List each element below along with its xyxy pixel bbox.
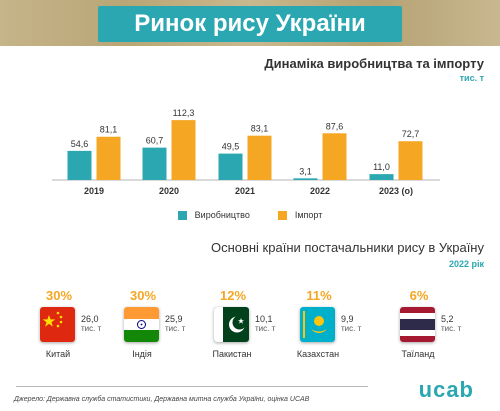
bar-import-0 (96, 136, 121, 180)
suppliers-title: Основні країни постачальники рису в Укра… (210, 240, 484, 255)
country-amount: 5,2 тис. т (441, 314, 461, 334)
legend-label-import: Імпорт (294, 210, 323, 220)
country-percent: 12% (219, 288, 247, 303)
bar-production-4 (369, 174, 394, 180)
bar-production-2 (218, 153, 243, 180)
country-percent: 30% (45, 288, 73, 303)
bar-production-0 (67, 150, 92, 180)
country-card-india: 30% 25,9 тис. т Індія (120, 288, 220, 370)
country-card-kazakhstan: 11% 9,9 тис. т Казахстан (296, 288, 396, 370)
country-amount: 10,1 тис. т (255, 314, 275, 334)
x-tick-label-0: 2019 (84, 186, 104, 196)
data-label-import-3: 87,6 (326, 121, 344, 131)
bar-import-1 (171, 120, 196, 180)
country-amount-value: 26,0 (81, 314, 99, 324)
country-percent: 11% (306, 288, 332, 303)
country-name: Казахстан (296, 349, 340, 359)
legend-item-production: Виробництво (177, 210, 250, 220)
chart-title: Динаміка виробництва та імпорту (264, 56, 484, 71)
thailand-flag-icon (400, 307, 435, 342)
country-name: Індія (132, 349, 152, 359)
country-amount: 26,0 тис. т (81, 314, 101, 334)
data-label-production-0: 54,6 (71, 139, 89, 149)
data-label-import-4: 72,7 (402, 129, 420, 139)
bar-production-3 (293, 178, 318, 180)
data-label-production-4: 11,0 (373, 162, 390, 172)
data-label-production-2: 49,5 (222, 142, 240, 152)
footer-divider (16, 386, 368, 387)
data-label-import-1: 112,3 (173, 108, 195, 118)
country-amount-unit: тис. т (81, 324, 102, 333)
country-percent: 6% (409, 288, 429, 303)
country-amount-unit: тис. т (341, 324, 362, 333)
data-label-import-2: 83,1 (251, 124, 269, 134)
kazakhstan-flag-icon (300, 307, 335, 342)
bar-import-4 (398, 141, 423, 180)
legend-swatch-import (277, 210, 287, 220)
bar-import-3 (322, 133, 347, 180)
x-tick-label-1: 2020 (159, 186, 179, 196)
country-amount-unit: тис. т (165, 324, 186, 333)
suppliers-year: 2022 рік (448, 259, 484, 269)
page-title: Ринок рису України (98, 6, 402, 42)
country-name: Пакистан (212, 349, 252, 359)
chart-units: тис. т (459, 73, 484, 83)
country-amount-value: 9,9 (341, 314, 354, 324)
ucab-logo: ucab (418, 377, 474, 402)
source-note: Джерело: Державна служба статистики, Дер… (14, 396, 310, 403)
chart-legend: Виробництво Імпорт (0, 210, 500, 220)
x-tick-label-3: 2022 (310, 186, 330, 196)
bar-chart: 54,6 81,1 2019 60,7 112,3 2020 49,5 83,1 2021 3,1… (52, 108, 440, 196)
x-tick-label-2: 2021 (235, 186, 255, 196)
country-amount-value: 10,1 (255, 314, 273, 324)
country-amount: 25,9 тис. т (165, 314, 185, 334)
country-name: Таїланд (401, 349, 435, 359)
x-tick-label-4: 2023 (о) (379, 186, 413, 196)
bar-production-1 (142, 147, 167, 180)
country-card-pakistan: 12% 10,1 тис. т Пакистан (210, 288, 310, 370)
country-percent: 30% (129, 288, 157, 303)
india-flag-icon (124, 307, 159, 342)
pakistan-flag-icon (214, 307, 249, 342)
country-amount-unit: тис. т (441, 324, 462, 333)
country-amount: 9,9 тис. т (341, 314, 361, 334)
country-amount-value: 25,9 (165, 314, 183, 324)
country-amount-value: 5,2 (441, 314, 454, 324)
country-amount-unit: тис. т (255, 324, 276, 333)
data-label-production-1: 60,7 (146, 136, 164, 146)
legend-label-production: Виробництво (194, 210, 250, 220)
country-card-china: 30% 26,0 тис. т Китай (36, 288, 136, 370)
country-card-thailand: 6% 5,2 тис. т Таїланд (396, 288, 496, 370)
legend-swatch-production (177, 210, 187, 220)
legend-item-import: Імпорт (277, 210, 323, 220)
bar-import-2 (247, 135, 272, 180)
data-label-production-3: 3,1 (299, 166, 312, 176)
country-name: Китай (45, 349, 71, 359)
data-label-import-0: 81,1 (100, 125, 118, 135)
china-flag-icon (40, 307, 75, 342)
